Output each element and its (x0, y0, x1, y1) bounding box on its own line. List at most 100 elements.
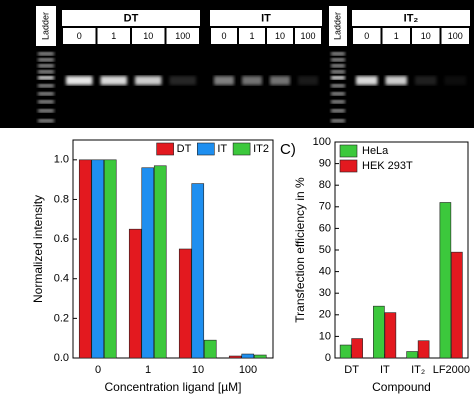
y-tick-label: 0 (325, 352, 331, 364)
ladder-band (331, 119, 345, 123)
ladder-band (38, 64, 54, 68)
y-tick-label: 30 (319, 287, 331, 299)
ladder-band (331, 92, 345, 96)
bar (351, 338, 363, 359)
y-tick-label: 10 (319, 330, 331, 342)
lane-label-box (382, 28, 410, 44)
bar (384, 312, 397, 359)
ladder-band (38, 76, 54, 80)
sample-band (444, 76, 466, 85)
legend-label: IT2 (253, 143, 269, 155)
legend-swatch (197, 142, 215, 156)
sample-band (385, 76, 407, 85)
ladder-band (331, 70, 345, 74)
y-tick-label: 0.0 (54, 352, 69, 364)
lane-label: 0 (77, 31, 82, 41)
lane-label-box (166, 28, 199, 44)
y-tick-label: 70 (319, 201, 331, 213)
bar (178, 248, 192, 359)
bar (103, 159, 117, 359)
lane-label: 10 (421, 31, 431, 41)
bar (417, 340, 430, 359)
y-tick-label: 0.2 (54, 312, 69, 324)
lane-label-box (97, 28, 130, 44)
sample-band (415, 76, 437, 85)
y-tick-label: 40 (319, 266, 331, 278)
sample-band (100, 76, 127, 85)
x-tick-label: 0 (95, 364, 101, 376)
group-header-box (352, 10, 470, 26)
legend-label: HEK 293T (362, 160, 413, 172)
ladder-band (38, 109, 54, 113)
y-tick-label: 80 (319, 179, 331, 191)
sample-band (356, 76, 378, 85)
lane-label-box (63, 28, 96, 44)
lane-label-box (132, 28, 165, 44)
ladder-band (331, 52, 345, 56)
plot-frame (72, 139, 274, 359)
sample-band (214, 76, 234, 85)
lane-label: 1 (111, 31, 116, 41)
lane-label: 100 (175, 31, 190, 41)
x-axis-title: Compound (372, 380, 431, 394)
x-tick-label: IT₂ (411, 364, 425, 376)
ladder-label: Ladder (332, 12, 342, 40)
lane-label-box (211, 28, 237, 44)
x-tick-label: 100 (239, 364, 257, 376)
bar (91, 159, 105, 359)
legend-swatch (339, 144, 358, 158)
bar (339, 344, 352, 359)
group-header-box (62, 10, 200, 26)
ladder-band (38, 119, 54, 123)
ladder-band (331, 84, 345, 88)
legend-swatch (156, 142, 174, 156)
y-tick-label: 50 (319, 244, 331, 256)
y-tick-label: 20 (319, 309, 331, 321)
x-axis-title: Concentration ligand [µM] (105, 380, 242, 394)
y-tick-label: 100 (313, 136, 331, 148)
ladder-band (38, 58, 54, 62)
lane-label-box (412, 28, 440, 44)
ladder-label-box (36, 6, 56, 46)
lane-label-box (267, 28, 293, 44)
bar (451, 251, 463, 359)
x-tick-label: LF2000 (433, 364, 470, 376)
lane-label: 10 (143, 31, 153, 41)
ladder-label-box (329, 6, 347, 46)
y-axis-title: Transfection efficiency in % (293, 177, 307, 323)
sample-band (169, 76, 196, 85)
y-tick-label: 0.4 (54, 273, 69, 285)
group-header: IT₂ (404, 12, 419, 24)
bar (203, 339, 217, 359)
lane-label-box (353, 28, 381, 44)
sample-band (135, 76, 162, 85)
lane-label: 1 (394, 31, 399, 41)
lane-label: 100 (448, 31, 463, 41)
lane-label: 10 (275, 31, 285, 41)
x-tick-label: DT (344, 364, 359, 376)
y-tick-label: 0.6 (54, 233, 69, 245)
bar (406, 351, 418, 359)
ladder-band (38, 52, 54, 56)
bar (373, 305, 385, 359)
bar (78, 159, 92, 359)
bar (128, 228, 142, 359)
group-header-box (210, 10, 322, 26)
ladder-band (38, 84, 54, 88)
ladder-band (331, 100, 345, 104)
legend-swatch (232, 142, 251, 156)
ladder-band (38, 100, 54, 104)
lane-label: 100 (300, 31, 315, 41)
bar (153, 165, 167, 359)
ladder-band (331, 58, 345, 62)
legend-label: HeLa (362, 145, 389, 157)
y-tick-label: 1.0 (54, 154, 69, 166)
x-tick-label: 1 (145, 364, 151, 376)
group-header: IT (261, 12, 271, 24)
ladder-band (331, 109, 345, 113)
y-axis-title: Normalized intensity (31, 195, 45, 303)
lane-label: 1 (249, 31, 254, 41)
ladder-band (38, 70, 54, 74)
